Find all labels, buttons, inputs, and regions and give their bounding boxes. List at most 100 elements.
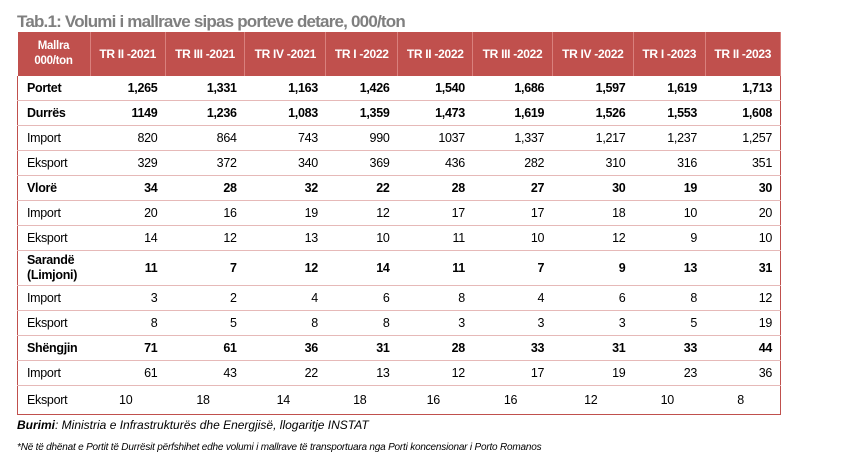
cell-value: 33: [633, 335, 706, 361]
cell-value: 12: [325, 200, 398, 226]
cell-value: 8: [397, 285, 473, 311]
cell-value: 11: [397, 225, 473, 251]
cell-value: 17: [397, 200, 473, 226]
cell-value: 18: [165, 385, 245, 415]
cell-value: 19: [705, 310, 781, 336]
cell-value: 1,608: [705, 100, 781, 126]
cell-value: 36: [244, 335, 326, 361]
cell-value: 4: [244, 285, 326, 311]
cell-value: 12: [552, 385, 634, 415]
cell-value: 20: [90, 200, 166, 226]
cell-value: 1,163: [244, 76, 326, 101]
cell-value: 1,237: [633, 125, 706, 151]
cell-value: 12: [165, 225, 245, 251]
cell-value: 351: [705, 150, 781, 176]
cell-value: 11: [90, 250, 166, 286]
cell-value: 30: [552, 175, 634, 201]
cell-value: 436: [397, 150, 473, 176]
source-line: Burimi: Ministria e Infrastrukturës dhe …: [17, 418, 369, 432]
cell-value: 31: [705, 250, 781, 286]
source-text: : Ministria e Infrastrukturës dhe Energj…: [55, 418, 369, 432]
cell-value: 10: [705, 225, 781, 251]
row-label: Shëngjin: [17, 335, 90, 361]
cell-value: 340: [244, 150, 326, 176]
cell-value: 11: [397, 250, 473, 286]
cargo-volume-table: Mallra 000/ton TR II -2021 TR III -2021 TR…: [17, 32, 782, 415]
cell-value: 4: [472, 285, 553, 311]
cell-value: 13: [325, 360, 398, 386]
table-row: Eksport 329 372 340 369 436 282 310 316 351: [17, 150, 781, 176]
cell-value: 43: [165, 360, 245, 386]
cell-value: 743: [244, 125, 326, 151]
cell-value: 33: [472, 335, 553, 361]
table-title: Tab.1: Volumi i mallrave sipas porteve d…: [17, 12, 406, 31]
cell-value: 9: [633, 225, 706, 251]
cell-value: 3: [397, 310, 473, 336]
row-label: Eksport: [17, 150, 90, 176]
header-4: TR II -2022: [397, 32, 474, 76]
cell-value: 17: [472, 360, 553, 386]
cell-value: 1,553: [633, 100, 706, 126]
cell-value: 1,619: [472, 100, 553, 126]
cell-value: 10: [90, 385, 166, 415]
row-label: Import: [17, 285, 90, 311]
header-5: TR III -2022: [472, 32, 553, 76]
table-row: Import 820 864 743 990 1037 1,337 1,217 1,237 1,2…: [17, 125, 781, 151]
cell-value: 369: [325, 150, 398, 176]
table-row: Durrës 1149 1,236 1,083 1,359 1,473 1,619 1,526…: [17, 100, 781, 126]
header-0: TR II -2021: [90, 32, 166, 76]
table-header-row: Mallra 000/ton TR II -2021 TR III -2021 TR…: [17, 32, 782, 76]
cell-value: 10: [325, 225, 398, 251]
cell-value: 7: [165, 250, 245, 286]
table-row: Import 61 43 22 13 12 17 19 23 36: [17, 360, 781, 386]
cell-value: 1,713: [705, 76, 781, 101]
header-6: TR IV -2022: [552, 32, 634, 76]
cell-value: 316: [633, 150, 706, 176]
cell-value: 14: [90, 225, 166, 251]
cell-value: 1,686: [472, 76, 553, 101]
cell-value: 8: [244, 310, 326, 336]
cell-value: 282: [472, 150, 553, 176]
cell-value: 16: [472, 385, 553, 415]
cell-value: 6: [325, 285, 398, 311]
row-label: Import: [17, 360, 90, 386]
cell-value: 18: [552, 200, 634, 226]
cell-value: 310: [552, 150, 634, 176]
header-7: TR I -2023: [633, 32, 706, 76]
table-row: Import 20 16 19 12 17 17 18 10 20: [17, 200, 781, 226]
table-row: Sarandë (Limjoni) 11 7 12 14 11 7 9 13 31: [17, 250, 781, 286]
cell-value: 1,526: [552, 100, 634, 126]
cell-value: 28: [165, 175, 245, 201]
source-label: Burimi: [17, 418, 56, 432]
cell-value: 1149: [90, 100, 166, 126]
cell-value: 31: [325, 335, 398, 361]
cell-value: 1,540: [397, 76, 473, 101]
cell-value: 1,359: [325, 100, 398, 126]
row-label: Import: [17, 125, 90, 151]
cell-value: 61: [165, 335, 245, 361]
table-row: Import 3 2 4 6 8 4 6 8 12: [17, 285, 781, 311]
cell-value: 10: [633, 200, 706, 226]
cell-value: 14: [325, 250, 398, 286]
cell-value: 1,337: [472, 125, 553, 151]
cell-value: 864: [165, 125, 245, 151]
header-first: Mallra 000/ton: [17, 32, 91, 76]
cell-value: 71: [90, 335, 166, 361]
cell-value: 1,236: [165, 100, 245, 126]
header-2: TR IV -2021: [244, 32, 327, 76]
cell-value: 1,217: [552, 125, 634, 151]
cell-value: 19: [552, 360, 634, 386]
cell-value: 30: [705, 175, 781, 201]
cell-value: 12: [552, 225, 634, 251]
row-label: Eksport: [17, 225, 90, 251]
table-row: Shëngjin 71 61 36 31 28 33 31 33 44: [17, 335, 781, 361]
row-label: Import: [17, 200, 90, 226]
table-row: Eksport 8 5 8 8 3 3 3 5 19: [17, 310, 781, 336]
cell-value: 1,257: [705, 125, 781, 151]
cell-value: 372: [165, 150, 245, 176]
cell-value: 2: [165, 285, 245, 311]
row-label: Eksport: [17, 385, 90, 415]
row-label: Sarandë (Limjoni): [17, 250, 90, 286]
cell-value: 1037: [397, 125, 473, 151]
cell-value: 44: [705, 335, 781, 361]
